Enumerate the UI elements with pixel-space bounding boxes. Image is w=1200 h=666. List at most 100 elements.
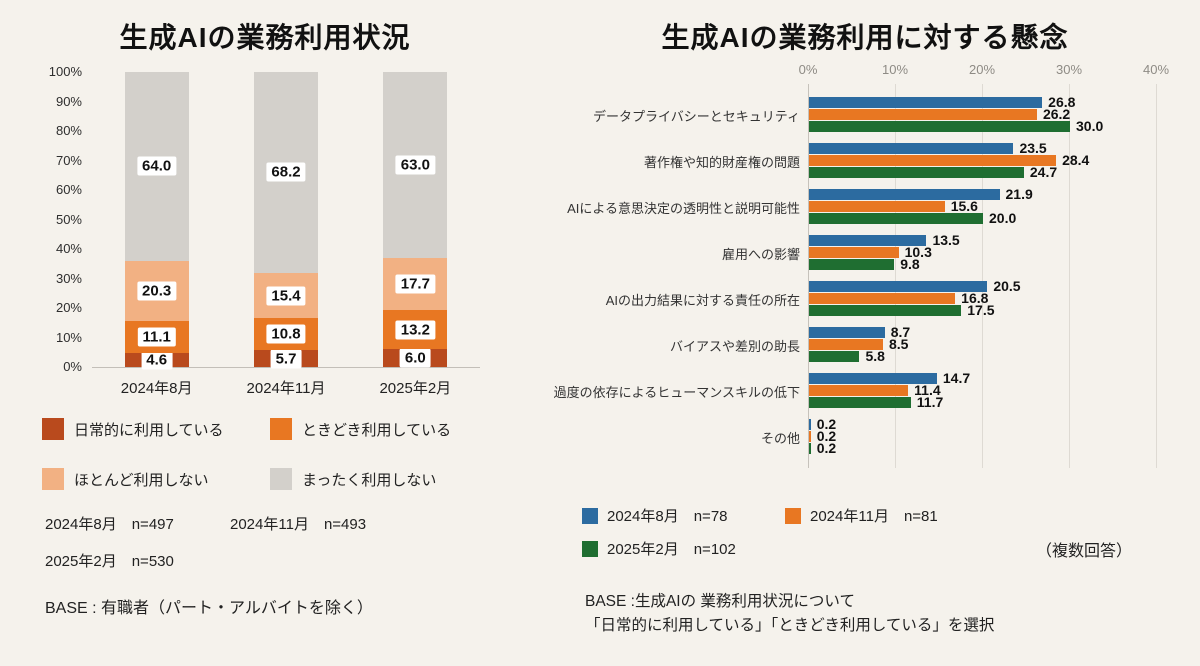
h-bar [809, 213, 983, 224]
gridline [1069, 84, 1070, 468]
legend-label: 日常的に利用している [74, 421, 224, 439]
y-axis-tick-label: 10% [55, 329, 82, 345]
x-axis-category-label: 2024年11月 [246, 380, 326, 397]
left-base-note: BASE : 有職者（パート・アルバイトを除く） [45, 600, 373, 617]
y-axis-tick-label: 70% [55, 152, 82, 168]
legend-item: ときどき利用している [270, 418, 488, 440]
segment-value-label: 17.7 [395, 274, 435, 294]
bar-value-label: 14.7 [942, 370, 971, 386]
bar-value-label: 10.3 [904, 244, 932, 260]
h-bar [809, 327, 885, 338]
bar-value-label: 11.7 [916, 394, 944, 410]
segment-value-label: 64.0 [137, 156, 177, 176]
sample-size-note: 2024年11月 n=493 [230, 516, 367, 533]
y-axis-tick-label: 20% [55, 300, 82, 315]
bar-value-label: 21.9 [1005, 186, 1033, 202]
bar-value-label: 23.5 [1019, 140, 1047, 156]
legend-swatch [785, 507, 801, 524]
right-base-note-line2: 「日常的に利用している」「ときどき利用している」を選択 [585, 617, 995, 634]
right-chart-title: 生成AIの業務利用に対する懸念 [661, 22, 1069, 53]
h-bar [809, 247, 899, 258]
bar-value-label: 20.5 [993, 278, 1021, 294]
x-axis-tick-label: 10% [881, 62, 909, 77]
segment-value-label: 11.1 [137, 327, 176, 347]
segment-value-label: 10.8 [266, 324, 306, 344]
h-bar [809, 281, 988, 292]
gridline [895, 84, 896, 468]
bar-value-label: 0.2 [816, 440, 837, 456]
h-bar [809, 143, 1014, 154]
segment-value-label: 15.4 [266, 286, 306, 306]
h-bar [809, 155, 1057, 166]
h-bar [809, 201, 945, 212]
bar-value-label: 8.7 [890, 324, 911, 340]
bar-value-label: 24.7 [1029, 164, 1058, 180]
legend-item: ほとんど利用しない [42, 468, 270, 490]
bar-value-label: 8.5 [888, 336, 909, 352]
legend-swatch [270, 418, 292, 440]
y-axis-tick-label: 80% [55, 123, 82, 138]
h-bar [809, 431, 811, 442]
segment-value-label: 20.3 [137, 281, 177, 301]
stacked-bar-chart: 0% 10% 20% 30% 40% 50% 60% 70% 80% 90% 100% 4.6 11.1… [30, 62, 500, 414]
usage-status-chart-panel: 生成AIの業務利用状況 0% 10% 20% 30% 40% 50% 60% 70% 80% 90… [20, 0, 510, 666]
h-bar [809, 443, 811, 454]
h-bar [809, 385, 909, 396]
y-axis-tick-label: 50% [55, 211, 82, 227]
right-base-note: BASE :生成AIの 業務利用状況について 「日常的に利用している」「ときどき… [585, 590, 994, 638]
h-bar [809, 189, 1000, 200]
right-base-note-line1: BASE :生成AIの 業務利用状況について [585, 593, 855, 610]
legend-label: まったく利用しない [302, 471, 437, 489]
legend-label: ときどき利用している [302, 421, 452, 439]
legend-swatch [582, 507, 598, 524]
h-bar [809, 339, 883, 350]
legend-label: ほとんど利用しない [74, 471, 209, 489]
legend-swatch [582, 540, 598, 557]
right-chart-legend: 2024年8月 n=78 2024年11月 n=81 2025年2月 n=102 [582, 505, 1062, 565]
multiple-answer-note: （複数回答） [1035, 543, 1132, 560]
bar-value-label: 0.2 [816, 416, 837, 432]
legend-label: 2025年2月 n=102 [607, 541, 736, 558]
concerns-chart-panel: 生成AIの業務利用に対する懸念 0% 10% 20% 30% 40% データプライバシーと… [540, 0, 1190, 666]
gridline [1156, 84, 1157, 468]
h-bar [809, 97, 1043, 108]
category-label: バイアスや差別の助長 [669, 338, 800, 354]
category-label: 雇用への影響 [721, 246, 800, 262]
sample-size-note: 2024年8月 n=497 [45, 516, 174, 533]
grouped-horizontal-bar-chart: 0% 10% 20% 30% 40% データプライバシーとセキュリティ 26.8 26.2 30… [540, 60, 1190, 495]
legend-item: 日常的に利用している [42, 418, 270, 440]
x-axis-tick-label: 30% [1055, 62, 1083, 77]
bar-value-label: 17.5 [967, 302, 995, 318]
segment-value-label: 68.2 [266, 162, 306, 182]
legend-item: 2025年2月 n=102 [582, 538, 736, 559]
bar-value-label: 0.2 [816, 428, 837, 444]
legend-label: 2024年11月 n=81 [810, 508, 938, 525]
segment-value-label: 5.7 [270, 349, 302, 369]
h-bar [809, 293, 956, 304]
h-bar [809, 121, 1070, 132]
sample-size-note: 2025年2月 n=530 [45, 553, 174, 570]
x-axis-tick-label: 20% [968, 62, 996, 77]
x-axis-tick-label: 0% [798, 62, 818, 77]
category-label: データプライバシーとセキュリティ [593, 108, 800, 124]
bar-value-label: 13.5 [932, 232, 960, 248]
y-axis-tick-label: 90% [55, 93, 82, 109]
legend-swatch [42, 418, 64, 440]
segment-value-label: 4.6 [141, 350, 173, 370]
h-bar [809, 397, 911, 408]
h-bar [809, 305, 962, 316]
legend-swatch [270, 468, 292, 490]
category-label: AIの出力結果に対する責任の所在 [605, 292, 800, 308]
y-axis-tick-label: 0% [63, 359, 82, 374]
bar-value-label: 28.4 [1062, 152, 1090, 168]
category-label: 著作権や知的財産権の問題 [643, 154, 800, 170]
h-bar [809, 259, 895, 270]
legend-label: 2024年8月 n=78 [607, 508, 728, 525]
left-sample-sizes: 2024年8月 n=497 2024年11月 n=493 2025年2月 n=530 [45, 513, 490, 583]
y-axis-tick-label: 30% [55, 270, 82, 286]
bar-value-label: 5.8 [865, 348, 885, 364]
h-bar [809, 167, 1024, 178]
bar-value-label: 15.6 [950, 198, 978, 214]
bar-value-label: 9.8 [900, 256, 920, 272]
